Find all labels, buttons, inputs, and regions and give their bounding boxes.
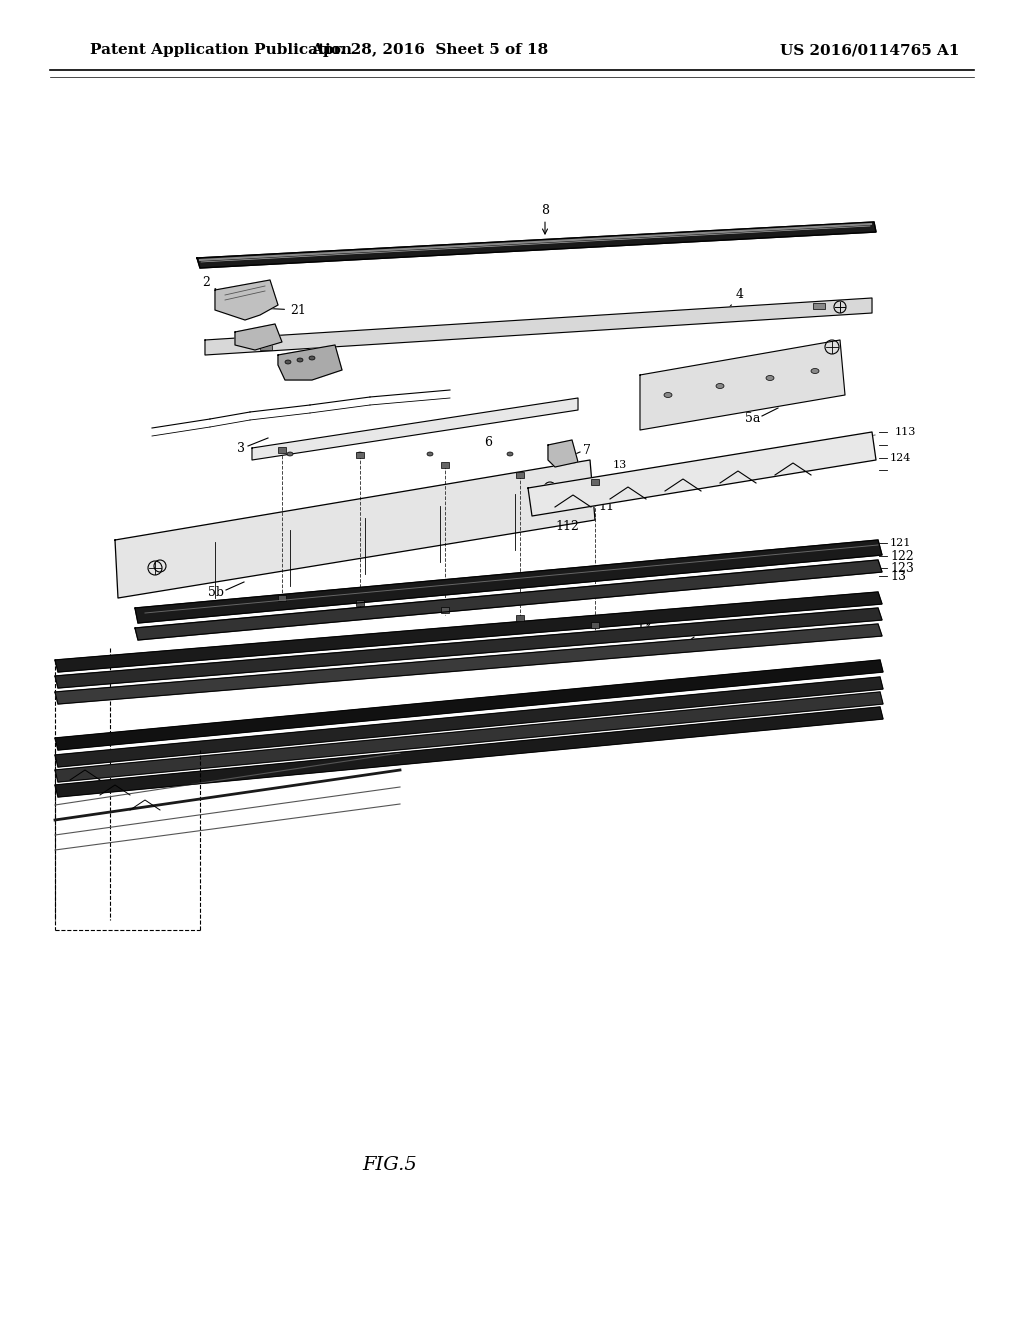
- Text: 31: 31: [297, 335, 316, 360]
- Polygon shape: [252, 399, 578, 459]
- Text: 21: 21: [261, 304, 306, 317]
- Polygon shape: [197, 222, 876, 268]
- Ellipse shape: [309, 356, 315, 360]
- Bar: [278, 595, 286, 601]
- Text: 11: 11: [598, 500, 614, 513]
- Polygon shape: [135, 560, 882, 640]
- Polygon shape: [548, 440, 578, 467]
- Polygon shape: [55, 660, 883, 750]
- Ellipse shape: [664, 392, 672, 397]
- Text: 114: 114: [674, 465, 695, 475]
- Bar: [813, 304, 825, 309]
- Text: 13: 13: [612, 459, 627, 470]
- Text: US 2016/0114765 A1: US 2016/0114765 A1: [780, 44, 959, 57]
- Text: 5b: 5b: [208, 586, 224, 598]
- Polygon shape: [640, 341, 845, 430]
- Text: 81: 81: [261, 335, 301, 348]
- Bar: [356, 601, 364, 606]
- Polygon shape: [215, 280, 278, 319]
- Text: 13: 13: [890, 569, 906, 582]
- Text: 5a: 5a: [744, 412, 760, 425]
- Polygon shape: [55, 591, 882, 672]
- Ellipse shape: [297, 358, 303, 362]
- Polygon shape: [55, 692, 883, 781]
- Bar: [441, 607, 449, 612]
- Polygon shape: [528, 432, 876, 516]
- Text: 4: 4: [723, 289, 744, 315]
- Text: 122: 122: [890, 549, 913, 562]
- Polygon shape: [55, 708, 883, 797]
- Polygon shape: [135, 540, 882, 623]
- Bar: [260, 345, 272, 350]
- Text: 113: 113: [895, 426, 916, 437]
- Text: 111: 111: [610, 474, 632, 484]
- Text: Apr. 28, 2016  Sheet 5 of 18: Apr. 28, 2016 Sheet 5 of 18: [311, 44, 549, 57]
- Ellipse shape: [287, 451, 293, 455]
- Polygon shape: [234, 323, 282, 350]
- Text: 12: 12: [636, 620, 652, 634]
- Polygon shape: [205, 298, 872, 355]
- Bar: [278, 447, 286, 453]
- Bar: [591, 622, 599, 628]
- Polygon shape: [55, 624, 882, 704]
- Ellipse shape: [285, 360, 291, 364]
- Text: 112: 112: [555, 520, 579, 533]
- Text: 123: 123: [890, 561, 913, 574]
- Text: Patent Application Publication: Patent Application Publication: [90, 44, 352, 57]
- Text: 3: 3: [237, 441, 245, 454]
- Polygon shape: [55, 609, 882, 688]
- Text: 1: 1: [676, 640, 684, 653]
- Bar: [441, 462, 449, 469]
- Text: 121: 121: [890, 539, 911, 548]
- Ellipse shape: [811, 368, 819, 374]
- Ellipse shape: [357, 451, 362, 455]
- Text: FIG.5: FIG.5: [362, 1156, 418, 1173]
- Polygon shape: [278, 345, 342, 380]
- Text: 8: 8: [541, 203, 549, 234]
- Bar: [516, 615, 524, 620]
- Text: 6: 6: [484, 437, 492, 450]
- Ellipse shape: [716, 384, 724, 388]
- Polygon shape: [55, 677, 883, 767]
- Ellipse shape: [507, 451, 513, 455]
- Text: 7: 7: [583, 444, 591, 457]
- Polygon shape: [115, 459, 595, 598]
- Ellipse shape: [766, 375, 774, 380]
- Ellipse shape: [427, 451, 433, 455]
- Text: 124: 124: [890, 453, 911, 463]
- Bar: [516, 473, 524, 478]
- Bar: [591, 479, 599, 484]
- Text: 2: 2: [202, 276, 231, 301]
- Bar: [356, 451, 364, 458]
